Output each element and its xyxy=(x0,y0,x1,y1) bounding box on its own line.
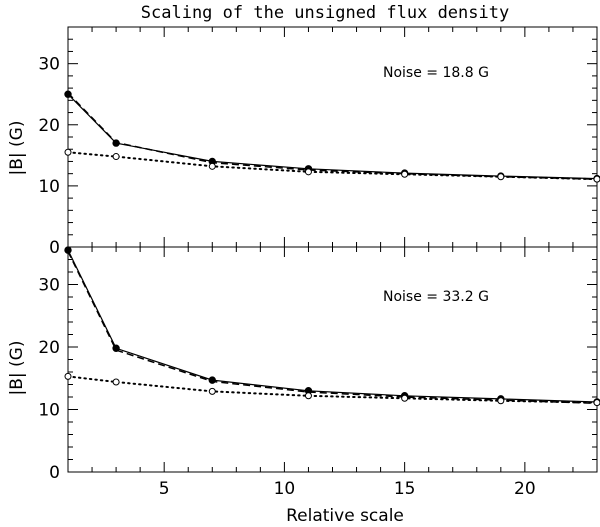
panel-frame xyxy=(67,26,598,248)
data-point-open xyxy=(112,378,120,386)
data-point-open xyxy=(497,397,505,405)
data-point-open xyxy=(401,394,409,402)
data-point-filled xyxy=(64,246,72,254)
y-tick-label: 30 xyxy=(38,276,60,296)
data-point-filled xyxy=(64,90,72,98)
y-tick-label: 10 xyxy=(38,177,60,197)
data-point-open xyxy=(208,387,216,395)
data-point-open xyxy=(64,148,72,156)
series-line-dashed xyxy=(67,92,598,180)
x-tick-label: 15 xyxy=(394,479,416,499)
series-line-dotted xyxy=(67,151,598,181)
series-line-solid xyxy=(67,93,598,180)
y-tick-label: 0 xyxy=(49,238,60,258)
panel-2: 0 10 20 30 5 10 15 20 xyxy=(38,246,600,499)
data-point-open xyxy=(401,170,409,178)
y-tick-label: 20 xyxy=(38,116,60,136)
x-tick-label: 20 xyxy=(514,479,536,499)
series-line-dashed xyxy=(67,251,598,405)
panel-frame xyxy=(67,246,598,473)
data-point-open xyxy=(64,372,72,380)
series-line-solid xyxy=(67,249,598,403)
x-tick-label: 10 xyxy=(274,479,296,499)
y-tick-label: 0 xyxy=(49,463,60,483)
noise-annotation-bottom: Noise = 33.2 G xyxy=(383,289,489,305)
noise-annotation-top: Noise = 18.8 G xyxy=(383,65,489,81)
x-axis-label: Relative scale xyxy=(286,506,404,526)
y-tick-label: 20 xyxy=(38,338,60,358)
y-tick-label: 30 xyxy=(38,55,60,75)
plot-panels: 0 10 20 30 0 10 20 30 5 10 15 20 xyxy=(38,26,600,499)
data-point-open xyxy=(593,175,600,183)
y-tick-label: 10 xyxy=(38,401,60,421)
panel-1: 0 10 20 30 xyxy=(38,26,600,258)
data-point-open xyxy=(112,153,120,161)
data-point-open xyxy=(208,162,216,170)
x-tick-label: 5 xyxy=(159,479,170,499)
data-point-open xyxy=(593,399,600,407)
data-point-open xyxy=(304,168,312,176)
y-axis-label-top: |B| (G) xyxy=(7,121,27,176)
series-line-dotted xyxy=(67,375,598,404)
chart-title: Scaling of the unsigned flux density xyxy=(141,3,509,23)
y-axis-label-bottom: |B| (G) xyxy=(7,341,27,396)
data-point-open xyxy=(497,173,505,181)
data-point-open xyxy=(304,392,312,400)
